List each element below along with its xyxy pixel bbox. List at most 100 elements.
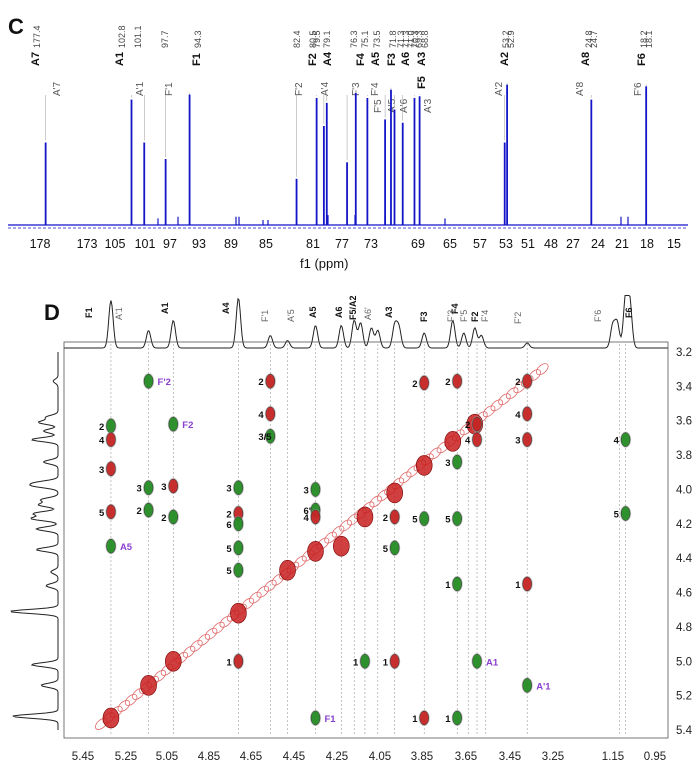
d-cross-peak-label: 3 (99, 465, 104, 476)
d-diagonal-contour (398, 471, 412, 484)
c-x-tick: 173 (77, 237, 98, 251)
d-cross-peak (419, 710, 429, 726)
c-peak-value: 69.3 (414, 30, 424, 48)
c-peak-value: 71.0 (406, 30, 416, 48)
c-peak-value: 68.8 (420, 30, 430, 48)
c-assignment: A5 (370, 52, 382, 66)
d-cross-peak-label: F'2 (158, 377, 171, 388)
d-cross-peak-label: 2 (515, 377, 520, 388)
d-cross-peak (233, 562, 244, 578)
d-top-label: A6' (363, 307, 373, 320)
c-assignment: A7 (30, 52, 42, 66)
c-assignment-primed: A'6 (399, 98, 410, 113)
d-diagonal-peak (165, 650, 182, 672)
d-cross-peak (143, 480, 154, 495)
d-cross-peak-label: A1 (486, 657, 499, 668)
c-x-tick: 21 (615, 237, 629, 251)
d-top-label: A'1 (114, 307, 124, 320)
c-assignment-primed: F'1 (164, 82, 175, 96)
d-top-label: A6 (334, 306, 344, 318)
d-cross-peak-label: A5 (120, 542, 133, 553)
d-x-tick: 5.05 (156, 751, 178, 763)
d-cross-peak (106, 538, 116, 554)
d-cross-peak-label: 1 (445, 580, 451, 591)
d-cross-peak-label: 3 (515, 436, 520, 447)
d-cross-peak (522, 432, 532, 447)
d-guide-lines (110, 344, 626, 736)
d-cross-peak (265, 373, 276, 389)
c-peak-value: 76.3 (349, 30, 359, 48)
d-cross-peak-label: 2 (137, 506, 142, 517)
d-diagonal-contour (490, 399, 504, 412)
d-cross-peak-label: 1 (226, 657, 232, 668)
c-peak-value: 24.8 (584, 30, 594, 48)
d-diagonal-contour (190, 639, 203, 652)
d-top-label: F'3 (446, 310, 456, 322)
d-top-label: A1 (160, 302, 170, 314)
d-diagonal-contour (124, 693, 138, 706)
c-assignment: F2 (307, 53, 319, 66)
d-cross-peak-label: F2 (182, 420, 193, 431)
d-y-tick: 3.2 (676, 347, 692, 359)
d-cross-peak (522, 678, 532, 693)
d-x-tick: 3.65 (455, 751, 477, 763)
d-cross-peak-label: 4 (99, 436, 105, 447)
c-peak-value: 73.5 (372, 30, 382, 48)
d-diagonal-peak (356, 506, 374, 528)
c-x-tick: 77 (335, 237, 349, 251)
d-cross-peak-label: 2 (383, 513, 388, 524)
d-top-label: F4 (450, 303, 460, 314)
d-cross-peak-label: 3 (304, 485, 309, 496)
d-cross-peak (265, 428, 276, 444)
d-left-projection-trace (10, 352, 59, 730)
c-peak-value: 82.4 (292, 30, 302, 48)
panel-d-letter: D (44, 300, 60, 325)
c-assignment-primed: A'4 (320, 81, 331, 96)
d-cross-peak (419, 375, 429, 391)
d-x-tick: 5.45 (72, 751, 94, 763)
d-top-label: F'2 (513, 312, 523, 324)
c-peak-value: 71.8 (388, 30, 398, 48)
d-diagonal-peak (230, 602, 247, 624)
d-cross-peak (389, 654, 400, 669)
d-cross-peak (419, 511, 429, 526)
d-cross-peak-label: 3 (137, 484, 142, 495)
d-cross-peak (233, 480, 244, 495)
d-cross-peak (233, 654, 244, 669)
d-x-tick-labels: 5.45 5.25 5.05 4.85 4.65 4.45 4.25 4.05 3.85 3.65… (72, 751, 666, 763)
d-y-tick: 5.0 (676, 656, 692, 668)
c-assignment-labels: A7 A1 F1 F2 A4 F4 A5 F3 A6 A3 F5 A2 A8 F6 A'7 A'1 F'1 F'2… (30, 51, 648, 113)
d-diagonal-contour (249, 591, 262, 604)
d-cross-peak-label: 2 (465, 420, 470, 431)
c-x-tick: 53 (499, 237, 513, 251)
d-cross-peak (522, 373, 532, 389)
c-x-tick: 89 (224, 237, 238, 251)
d-y-tick: 3.4 (676, 381, 693, 393)
d-cross-peak (522, 576, 532, 592)
d-cross-peak-label: 3/5 (258, 432, 272, 443)
d-top-label: F6 (624, 307, 634, 318)
d-cross-peak-label: 5 (226, 566, 232, 577)
d-top-label: F'5 (459, 310, 469, 322)
d-left-projection (10, 352, 59, 730)
d-cross-peak (389, 540, 400, 556)
c-assignment: F4 (355, 52, 367, 66)
c-peak-value: 80.5 (308, 30, 318, 48)
d-cross-peak-label: 3 (445, 458, 450, 469)
d-cross-peak-label: 2 (412, 379, 417, 390)
d-cross-peak-label: 2 (445, 377, 450, 388)
d-cross-peak (168, 478, 179, 494)
c-x-tick: 101 (135, 237, 156, 251)
d-cross-peak (143, 502, 154, 518)
c-x-tick: 69 (411, 237, 425, 251)
d-cross-peak (310, 482, 321, 497)
d-diagonal-peak (279, 559, 296, 581)
d-cross-peaks (105, 373, 632, 726)
c-assignment-primed: A'5 (387, 98, 398, 113)
d-cross-peak-label: 2 (161, 513, 166, 524)
d-x-tick: 5.25 (115, 751, 137, 763)
c-assignment: A3 (416, 52, 428, 66)
